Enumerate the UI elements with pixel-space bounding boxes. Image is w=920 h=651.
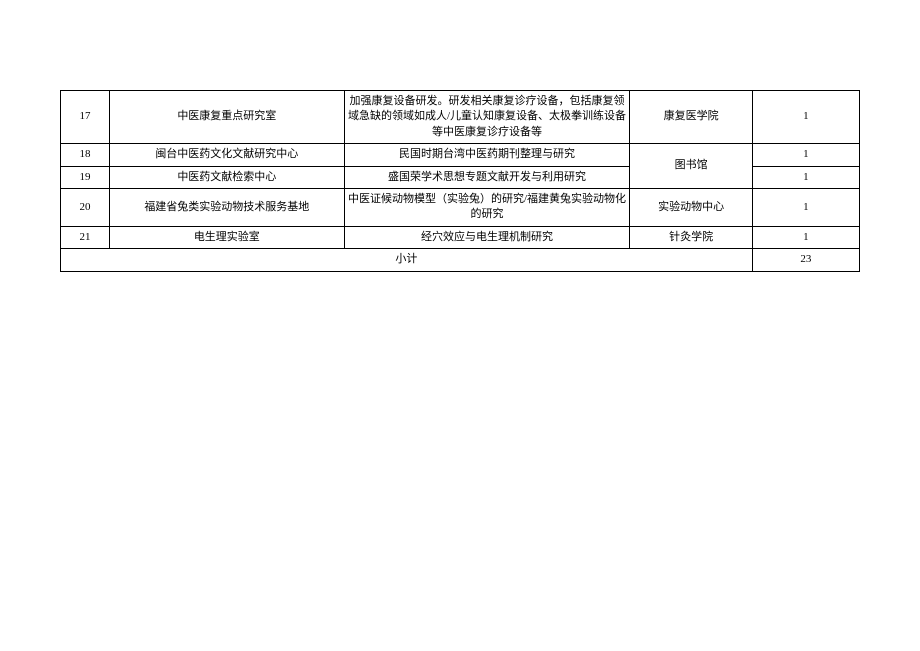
cell-desc: 民国时期台湾中医药期刊整理与研究 xyxy=(344,144,630,166)
cell-num: 19 xyxy=(61,166,110,188)
cell-count: 1 xyxy=(752,144,859,166)
cell-num: 17 xyxy=(61,91,110,144)
cell-count: 1 xyxy=(752,91,859,144)
cell-desc: 盛国荣学术思想专题文献开发与利用研究 xyxy=(344,166,630,188)
cell-num: 20 xyxy=(61,188,110,226)
cell-num: 18 xyxy=(61,144,110,166)
table-row: 21 电生理实验室 经穴效应与电生理机制研究 针灸学院 1 xyxy=(61,226,860,248)
table-row: 20 福建省兔类实验动物技术服务基地 中医证候动物模型（实验兔）的研究/福建黄兔… xyxy=(61,188,860,226)
cell-dept: 实验动物中心 xyxy=(630,188,752,226)
cell-desc: 经穴效应与电生理机制研究 xyxy=(344,226,630,248)
cell-count: 1 xyxy=(752,226,859,248)
cell-lab: 闽台中医药文化文献研究中心 xyxy=(109,144,344,166)
cell-desc: 中医证候动物模型（实验兔）的研究/福建黄兔实验动物化的研究 xyxy=(344,188,630,226)
subtotal-value: 23 xyxy=(752,249,859,271)
cell-dept: 康复医学院 xyxy=(630,91,752,144)
table-row: 17 中医康复重点研究室 加强康复设备研发。研发相关康复诊疗设备，包括康复领域急… xyxy=(61,91,860,144)
cell-dept-merged: 图书馆 xyxy=(630,144,752,189)
cell-count: 1 xyxy=(752,166,859,188)
cell-lab: 电生理实验室 xyxy=(109,226,344,248)
cell-lab: 中医药文献检索中心 xyxy=(109,166,344,188)
cell-count: 1 xyxy=(752,188,859,226)
cell-desc: 加强康复设备研发。研发相关康复诊疗设备，包括康复领域急缺的领域如成人/儿童认知康… xyxy=(344,91,630,144)
cell-num: 21 xyxy=(61,226,110,248)
subtotal-label: 小计 xyxy=(61,249,753,271)
cell-dept: 针灸学院 xyxy=(630,226,752,248)
data-table: 17 中医康复重点研究室 加强康复设备研发。研发相关康复诊疗设备，包括康复领域急… xyxy=(60,90,860,272)
cell-lab: 福建省兔类实验动物技术服务基地 xyxy=(109,188,344,226)
table-row: 18 闽台中医药文化文献研究中心 民国时期台湾中医药期刊整理与研究 图书馆 1 xyxy=(61,144,860,166)
subtotal-row: 小计 23 xyxy=(61,249,860,271)
cell-lab: 中医康复重点研究室 xyxy=(109,91,344,144)
